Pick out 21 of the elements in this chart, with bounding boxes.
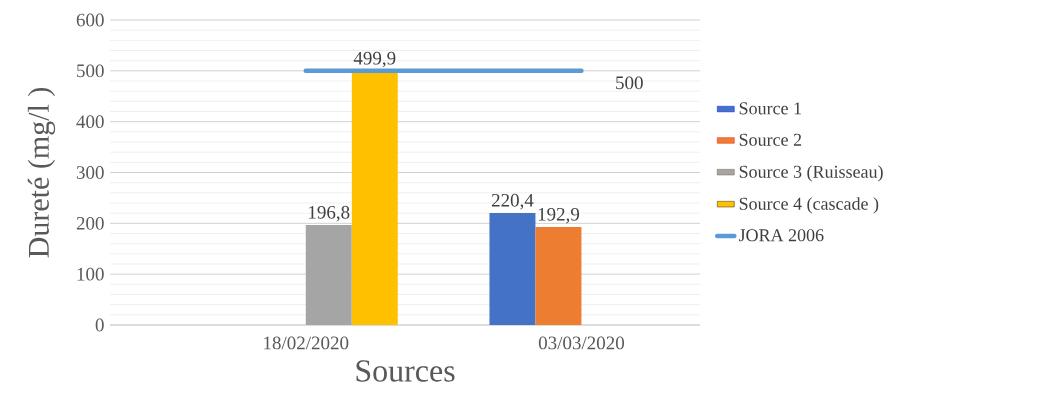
legend-label: Source 4 (cascade )	[739, 197, 879, 214]
data-label: 192,9	[538, 207, 580, 224]
legend-label: Source 2	[739, 133, 802, 146]
y-tick-label: 0	[95, 318, 104, 332]
y-tick-label: 300	[76, 166, 104, 179]
y-tick-label: 500	[77, 64, 104, 78]
data-label: 196,8	[309, 205, 350, 222]
legend-label: JORA 2006	[738, 229, 824, 242]
data-label: 220,4	[491, 193, 534, 210]
data-label: 499,9	[353, 51, 396, 68]
legend-label: Source 3 (Ruisseau)	[739, 165, 883, 182]
y-tick-label: 200	[76, 216, 104, 230]
legend-label: Source 1	[739, 102, 801, 115]
y-axis-title: Dureté (mg/l )	[27, 87, 56, 258]
x-tick-label: 18/02/2020	[264, 336, 349, 350]
data-label: 500	[616, 76, 643, 90]
y-tick-label: 100	[77, 267, 104, 281]
x-tick-label: 03/03/2020	[538, 336, 624, 350]
x-axis-title: Sources	[356, 360, 455, 382]
y-tick-label: 600	[76, 13, 104, 27]
y-tick-label: 400	[76, 115, 104, 129]
